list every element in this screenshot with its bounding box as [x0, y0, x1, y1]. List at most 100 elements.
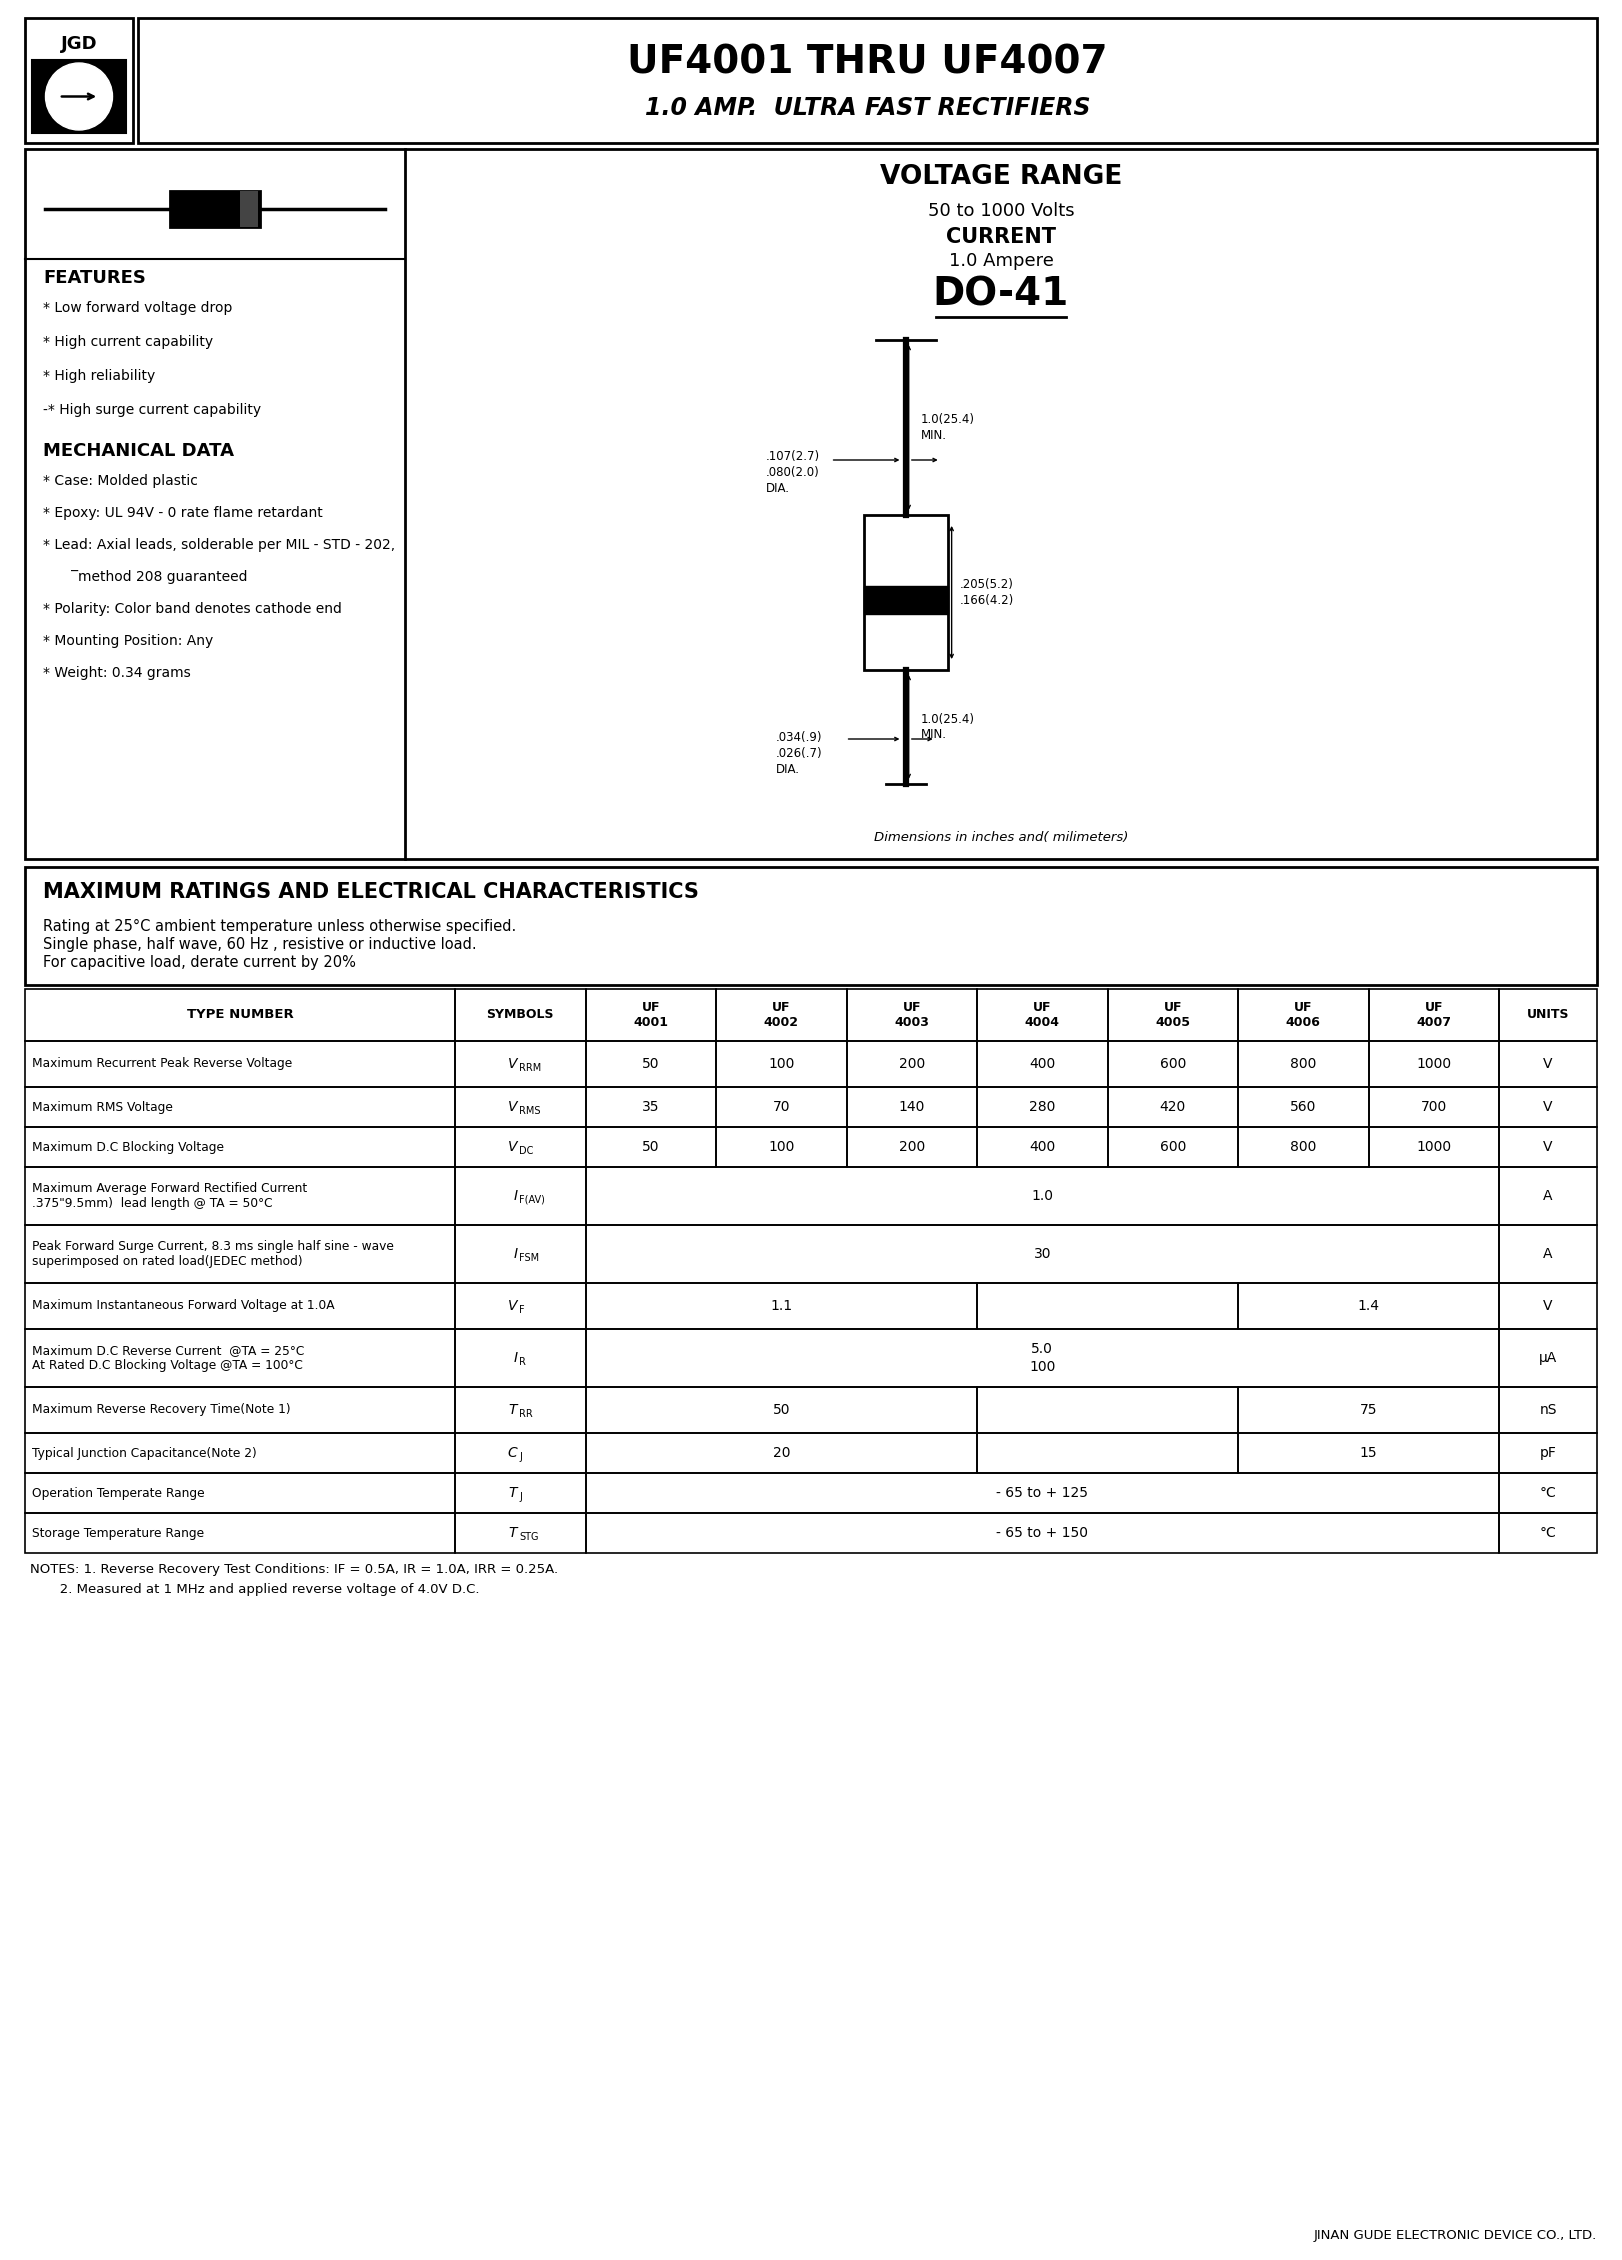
Text: °C: °C — [1539, 1526, 1557, 1539]
Bar — [24, 1042, 456, 1087]
Bar — [976, 990, 1108, 1042]
Bar — [976, 1388, 1238, 1433]
Text: MAXIMUM RATINGS AND ELECTRICAL CHARACTERISTICS: MAXIMUM RATINGS AND ELECTRICAL CHARACTER… — [44, 881, 699, 902]
Bar — [1238, 1128, 1369, 1166]
Text: UF
4004: UF 4004 — [1025, 1001, 1059, 1028]
Text: Storage Temperature Range: Storage Temperature Range — [32, 1526, 204, 1539]
Text: 75: 75 — [1359, 1403, 1377, 1417]
Bar — [24, 1166, 456, 1225]
Text: RR: RR — [519, 1408, 534, 1419]
Text: FSM: FSM — [519, 1252, 540, 1263]
Bar — [1238, 990, 1369, 1042]
Text: RMS: RMS — [519, 1105, 540, 1116]
Text: Maximum RMS Voltage: Maximum RMS Voltage — [32, 1101, 174, 1114]
Text: V: V — [508, 1101, 517, 1114]
Bar — [847, 1042, 976, 1087]
Bar — [586, 1474, 1499, 1512]
Text: RRM: RRM — [519, 1062, 542, 1074]
Bar — [863, 515, 947, 669]
Text: 1.0: 1.0 — [1032, 1189, 1053, 1202]
Text: 800: 800 — [1289, 1058, 1317, 1071]
Bar — [1499, 1042, 1598, 1087]
Text: 50: 50 — [642, 1058, 660, 1071]
Text: F(AV): F(AV) — [519, 1196, 545, 1205]
Text: NOTES: 1. Reverse Recovery Test Conditions: IF = 0.5A, IR = 1.0A, IRR = 0.25A.: NOTES: 1. Reverse Recovery Test Conditio… — [29, 1564, 558, 1575]
Text: DC: DC — [519, 1146, 534, 1157]
Bar — [1499, 1388, 1598, 1433]
Bar — [1499, 1433, 1598, 1474]
Bar — [24, 1284, 456, 1329]
Text: °C: °C — [1539, 1487, 1557, 1501]
Text: V: V — [1543, 1101, 1552, 1114]
Text: 2. Measured at 1 MHz and applied reverse voltage of 4.0V D.C.: 2. Measured at 1 MHz and applied reverse… — [29, 1582, 480, 1596]
Text: JINAN GUDE ELECTRONIC DEVICE CO., LTD.: JINAN GUDE ELECTRONIC DEVICE CO., LTD. — [1314, 2228, 1598, 2242]
Bar — [1499, 1329, 1598, 1388]
Text: * Low forward voltage drop: * Low forward voltage drop — [44, 301, 232, 314]
Text: 20: 20 — [772, 1446, 790, 1460]
Bar — [715, 1087, 847, 1128]
Bar — [1238, 1433, 1499, 1474]
Text: 70: 70 — [772, 1101, 790, 1114]
Text: ̅method 208 guaranteed: ̅method 208 guaranteed — [44, 570, 248, 583]
Text: UF
4005: UF 4005 — [1155, 1001, 1191, 1028]
Text: Maximum Instantaneous Forward Voltage at 1.0A: Maximum Instantaneous Forward Voltage at… — [32, 1300, 334, 1313]
Text: 30: 30 — [1033, 1248, 1051, 1261]
Text: J: J — [519, 1492, 522, 1503]
Text: UF
4003: UF 4003 — [894, 1001, 929, 1028]
Text: I: I — [513, 1351, 517, 1365]
Text: Dimensions in inches and( milimeters): Dimensions in inches and( milimeters) — [874, 829, 1129, 843]
Text: V: V — [1543, 1139, 1552, 1155]
Text: MECHANICAL DATA: MECHANICAL DATA — [44, 443, 234, 461]
Bar — [24, 990, 456, 1042]
Text: 1.4: 1.4 — [1358, 1300, 1380, 1313]
Text: DO-41: DO-41 — [933, 276, 1069, 314]
Text: Maximum Reverse Recovery Time(Note 1): Maximum Reverse Recovery Time(Note 1) — [32, 1403, 290, 1417]
Bar — [586, 1042, 715, 1087]
Bar — [456, 1433, 586, 1474]
Bar — [456, 1166, 586, 1225]
Text: 1.0 Ampere: 1.0 Ampere — [949, 253, 1053, 269]
Text: FEATURES: FEATURES — [44, 269, 146, 287]
Bar — [1108, 1042, 1238, 1087]
Bar — [456, 1128, 586, 1166]
Text: T: T — [509, 1526, 517, 1539]
Text: V: V — [508, 1139, 517, 1155]
Bar — [1499, 1225, 1598, 1284]
Text: UF
4006: UF 4006 — [1286, 1001, 1320, 1028]
Text: 1000: 1000 — [1416, 1139, 1452, 1155]
Bar — [456, 1284, 586, 1329]
Text: * Weight: 0.34 grams: * Weight: 0.34 grams — [44, 667, 191, 680]
Bar — [1238, 1284, 1499, 1329]
Text: * Mounting Position: Any: * Mounting Position: Any — [44, 635, 212, 649]
Bar — [456, 1329, 586, 1388]
Bar — [24, 1474, 456, 1512]
Text: * High reliability: * High reliability — [44, 368, 156, 382]
Bar — [138, 18, 1598, 142]
Bar — [1499, 1474, 1598, 1512]
Bar — [976, 1433, 1238, 1474]
Text: * Case: Molded plastic: * Case: Molded plastic — [44, 475, 198, 488]
Bar — [456, 1388, 586, 1433]
Bar — [24, 149, 1598, 859]
Bar — [586, 1166, 1499, 1225]
Text: 560: 560 — [1289, 1101, 1317, 1114]
Text: - 65 to + 125: - 65 to + 125 — [996, 1487, 1088, 1501]
Text: * Polarity: Color band denotes cathode end: * Polarity: Color band denotes cathode e… — [44, 601, 342, 617]
Bar — [715, 1042, 847, 1087]
Text: UF4001 THRU UF4007: UF4001 THRU UF4007 — [628, 43, 1108, 81]
Text: 35: 35 — [642, 1101, 660, 1114]
Text: 15: 15 — [1359, 1446, 1377, 1460]
Text: J: J — [519, 1451, 522, 1462]
Bar — [847, 990, 976, 1042]
Text: Rating at 25°C ambient temperature unless otherwise specified.: Rating at 25°C ambient temperature unles… — [44, 920, 516, 933]
Text: For capacitive load, derate current by 20%: For capacitive load, derate current by 2… — [44, 956, 355, 970]
Bar — [715, 1128, 847, 1166]
Text: Peak Forward Surge Current, 8.3 ms single half sine - wave
superimposed on rated: Peak Forward Surge Current, 8.3 ms singl… — [32, 1241, 394, 1268]
Bar — [1108, 1087, 1238, 1128]
Text: V: V — [508, 1300, 517, 1313]
Bar — [170, 192, 260, 226]
Bar — [586, 1329, 1499, 1388]
Bar — [456, 1087, 586, 1128]
Text: V: V — [1543, 1300, 1552, 1313]
Text: -* High surge current capability: -* High surge current capability — [44, 402, 261, 418]
